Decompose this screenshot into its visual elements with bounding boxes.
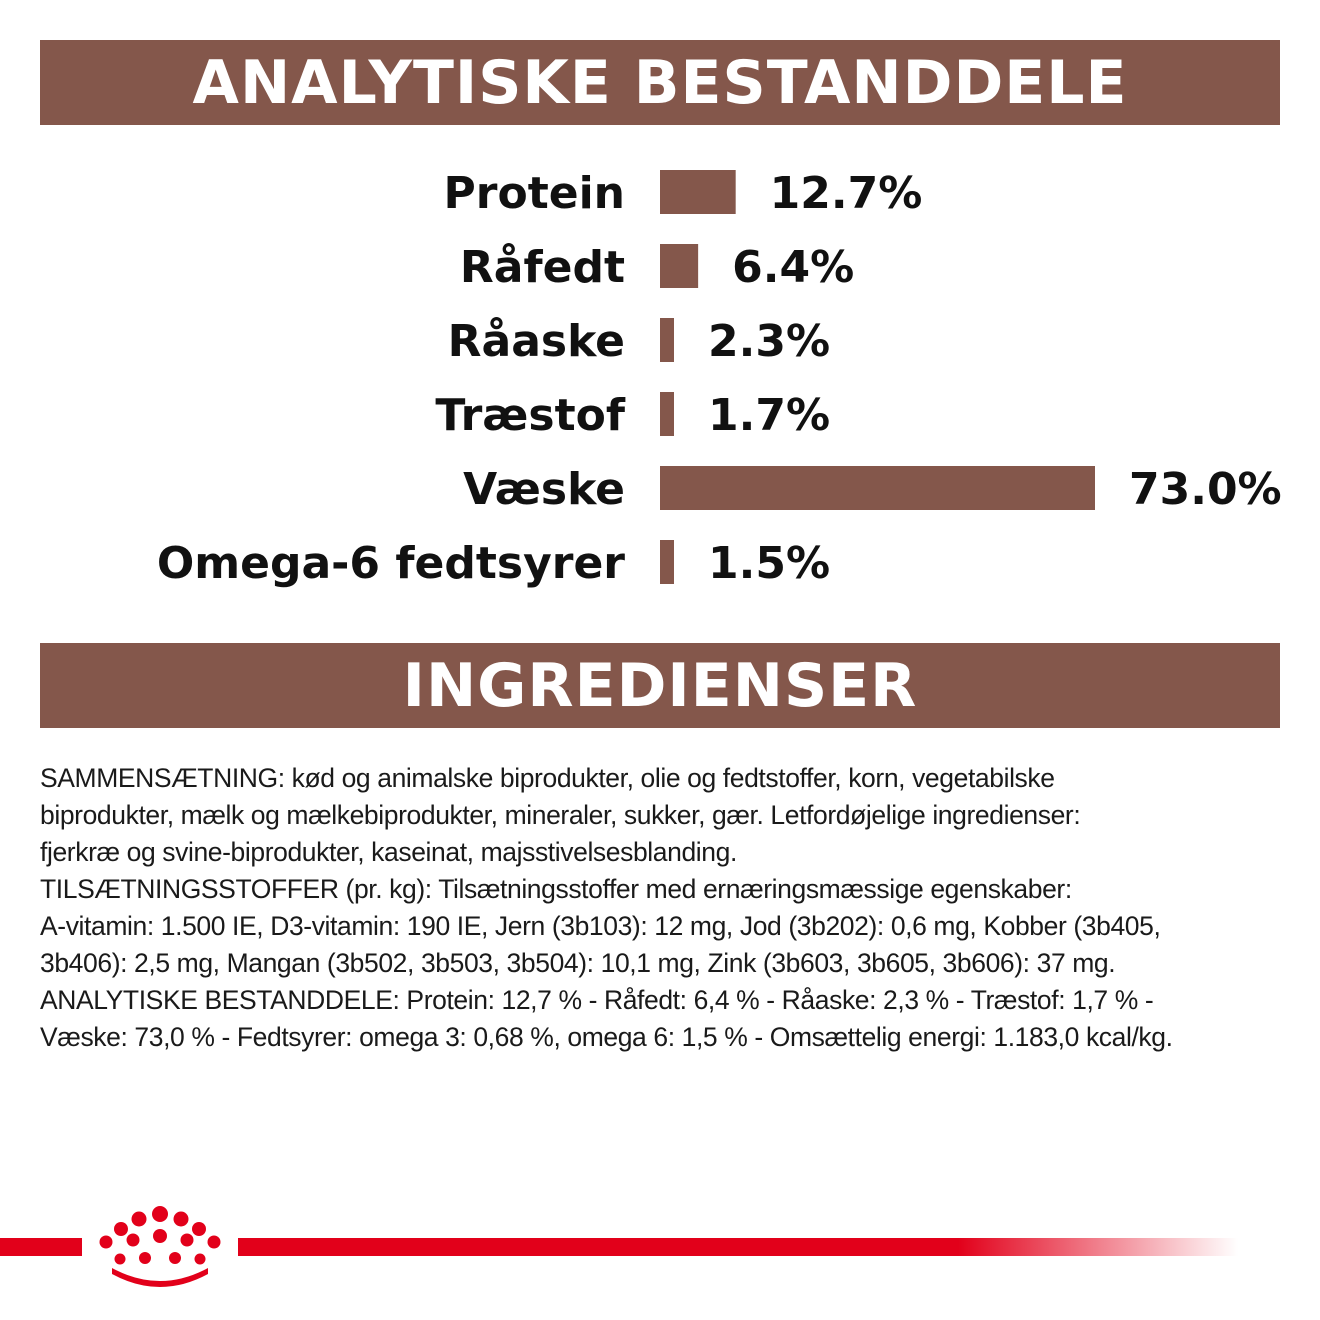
ingredients-heading: INGREDIENSER: [40, 643, 1280, 728]
ingredients-text: SAMMENSÆTNING: kød og animalske biproduk…: [40, 760, 1280, 1056]
bar: [660, 318, 674, 362]
value-label: 6.4%: [732, 242, 854, 293]
ingredients-line: biprodukter, mælk og mælkebiprodukter, m…: [40, 800, 1081, 830]
crown-icon: [99, 1206, 221, 1287]
category-label: Væske: [463, 464, 625, 515]
value-label: 1.7%: [708, 390, 830, 441]
ingredients-line: 3b406): 2,5 mg, Mangan (3b502, 3b503, 3b…: [40, 948, 1116, 978]
brand-footer: [0, 1206, 1238, 1287]
value-label: 2.3%: [708, 316, 830, 367]
nutrient-bar-chart: Protein 12.7% Råfedt 6.4% Råaske 2.3% Træstof 1…: [157, 168, 1282, 589]
bar: [660, 392, 674, 436]
category-label: Råaske: [448, 316, 625, 367]
ingredients-line: Væske: 73,0 % - Fedtsyrer: omega 3: 0,68…: [40, 1022, 1173, 1052]
category-label: Træstof: [435, 390, 625, 441]
category-label: Protein: [444, 168, 625, 219]
bar: [660, 540, 674, 584]
value-label: 1.5%: [708, 538, 830, 589]
ingredients-line: fjerkræ og svine-biprodukter, kaseinat, …: [40, 837, 737, 867]
ingredients-line: A-vitamin: 1.500 IE, D3-vitamin: 190 IE,…: [40, 911, 1161, 941]
category-label: Omega-6 fedtsyrer: [157, 538, 625, 589]
ingredients-line: TILSÆTNINGSSTOFFER (pr. kg): Tilsætnings…: [40, 874, 1072, 904]
analytics-heading: ANALYTISKE BESTANDDELE: [40, 40, 1280, 125]
category-label: Råfedt: [460, 242, 625, 293]
bar: [660, 466, 1095, 510]
ingredients-line: SAMMENSÆTNING: kød og animalske biproduk…: [40, 763, 1055, 793]
red-stripe-left: [0, 1238, 82, 1256]
ingredients-line: ANALYTISKE BESTANDDELE: Protein: 12,7 % …: [40, 985, 1154, 1015]
value-label: 73.0%: [1129, 464, 1282, 515]
value-label: 12.7%: [770, 168, 923, 219]
bar: [660, 244, 699, 288]
red-stripe-right: [238, 1238, 1238, 1256]
bar: [660, 170, 736, 214]
